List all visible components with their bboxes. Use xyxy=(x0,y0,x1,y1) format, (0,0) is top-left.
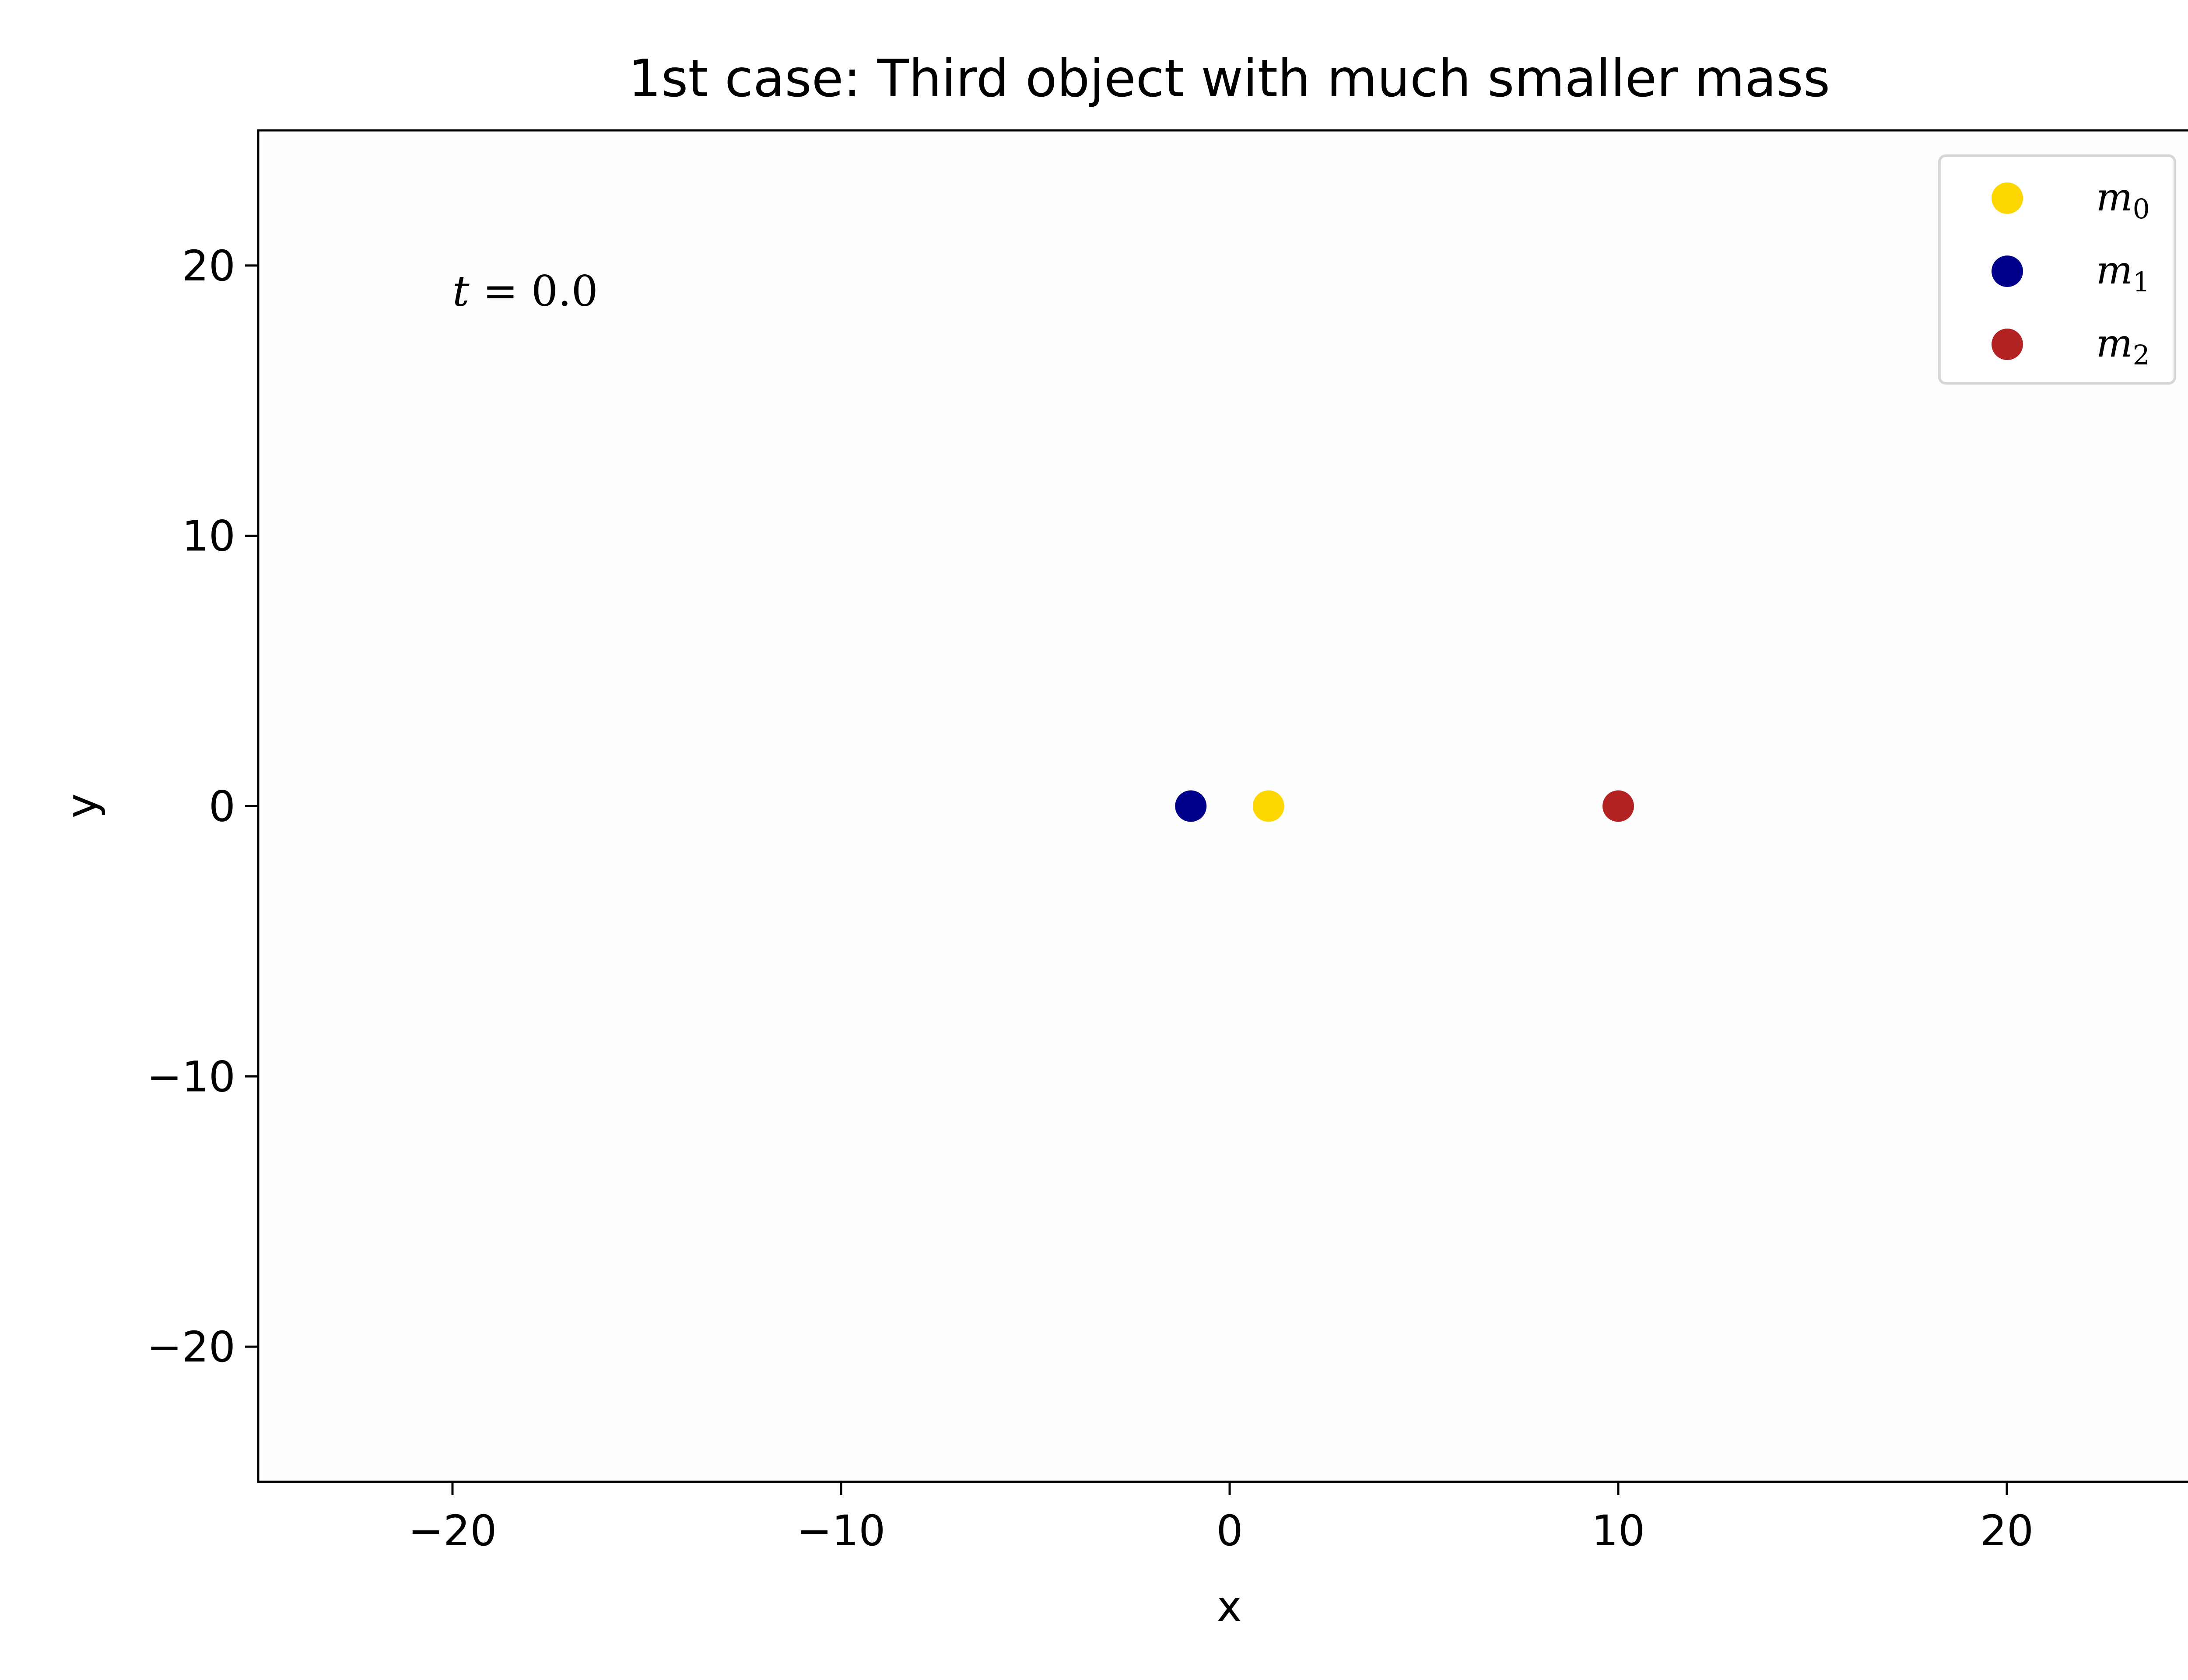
legend-label-m2: m2 xyxy=(2096,321,2150,371)
legend-label-m1: m1 xyxy=(2096,248,2150,298)
time-annotation-symbol: t xyxy=(452,267,470,316)
legend-marker-m0 xyxy=(1992,182,2023,214)
data-points xyxy=(1175,790,1634,822)
data-point-m0 xyxy=(1252,790,1284,822)
x-axis-label: x xyxy=(1217,1582,1242,1631)
time-annotation-value: = 0.0 xyxy=(470,267,598,316)
x-tick-label: 20 xyxy=(1980,1506,2034,1555)
data-point-m1 xyxy=(1175,790,1207,822)
x-tick-label: −10 xyxy=(797,1506,886,1555)
legend-label-subscript: 1 xyxy=(2132,266,2149,298)
y-axis-label: y xyxy=(57,794,106,819)
y-tick-label: 0 xyxy=(209,782,235,831)
y-tick-label: 20 xyxy=(182,242,235,290)
y-tick-label: −10 xyxy=(147,1052,235,1101)
data-point-m2 xyxy=(1602,790,1634,822)
x-axis: −20 −10 0 10 20 xyxy=(408,1482,2034,1555)
legend-marker-m1 xyxy=(1992,256,2023,287)
legend-label-symbol: m xyxy=(2096,321,2132,366)
legend-label-subscript: 0 xyxy=(2132,193,2149,225)
y-axis: −20 −10 0 10 20 xyxy=(147,242,258,1372)
legend-label-symbol: m xyxy=(2096,248,2132,293)
x-tick-label: 10 xyxy=(1592,1506,1645,1555)
legend-frame xyxy=(1938,154,2176,385)
time-annotation: t = 0.0 xyxy=(452,267,598,316)
legend-label-symbol: m xyxy=(2096,175,2132,220)
y-tick-label: −20 xyxy=(147,1323,235,1372)
x-tick-label: −20 xyxy=(408,1506,497,1555)
legend-label-subscript: 2 xyxy=(2132,339,2149,371)
legend-label-m0: m0 xyxy=(2096,175,2150,225)
chart-title: 1st case: Third object with much smaller… xyxy=(628,48,1830,108)
legend-marker-m2 xyxy=(1992,329,2023,360)
y-tick-label: 10 xyxy=(182,512,235,561)
plot-area xyxy=(257,129,2188,1483)
x-tick-label: 0 xyxy=(1216,1506,1243,1555)
